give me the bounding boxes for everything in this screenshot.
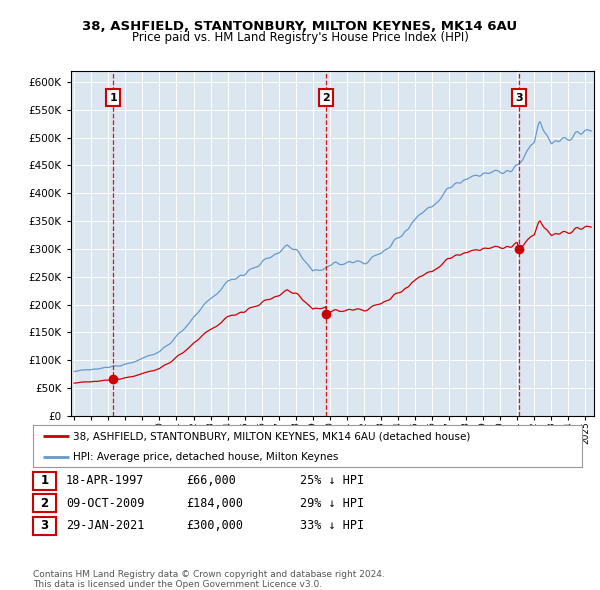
Text: HPI: Average price, detached house, Milton Keynes: HPI: Average price, detached house, Milt…	[73, 452, 338, 461]
Text: 2: 2	[322, 93, 330, 103]
Text: 3: 3	[40, 519, 49, 532]
Text: 1: 1	[40, 474, 49, 487]
Text: 38, ASHFIELD, STANTONBURY, MILTON KEYNES, MK14 6AU (detached house): 38, ASHFIELD, STANTONBURY, MILTON KEYNES…	[73, 431, 470, 441]
Text: £184,000: £184,000	[186, 497, 243, 510]
Text: 18-APR-1997: 18-APR-1997	[66, 474, 145, 487]
Text: 29-JAN-2021: 29-JAN-2021	[66, 519, 145, 532]
Text: 33% ↓ HPI: 33% ↓ HPI	[300, 519, 364, 532]
Text: This data is licensed under the Open Government Licence v3.0.: This data is licensed under the Open Gov…	[33, 579, 322, 589]
Text: £300,000: £300,000	[186, 519, 243, 532]
Text: 25% ↓ HPI: 25% ↓ HPI	[300, 474, 364, 487]
Text: 1: 1	[109, 93, 117, 103]
Text: 29% ↓ HPI: 29% ↓ HPI	[300, 497, 364, 510]
Text: 2: 2	[40, 497, 49, 510]
Text: Price paid vs. HM Land Registry's House Price Index (HPI): Price paid vs. HM Land Registry's House …	[131, 31, 469, 44]
Text: 09-OCT-2009: 09-OCT-2009	[66, 497, 145, 510]
Text: 3: 3	[515, 93, 523, 103]
Text: Contains HM Land Registry data © Crown copyright and database right 2024.: Contains HM Land Registry data © Crown c…	[33, 570, 385, 579]
Text: £66,000: £66,000	[186, 474, 236, 487]
Text: 38, ASHFIELD, STANTONBURY, MILTON KEYNES, MK14 6AU: 38, ASHFIELD, STANTONBURY, MILTON KEYNES…	[82, 20, 518, 33]
